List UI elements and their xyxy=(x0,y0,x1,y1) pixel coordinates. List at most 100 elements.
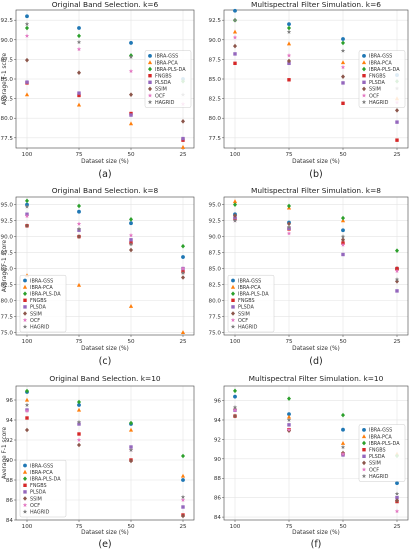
data-point-hagrid xyxy=(76,39,82,45)
data-point-ssim xyxy=(77,70,81,76)
legend-entry: PLSDA xyxy=(238,305,254,311)
legend-entry: SSIM xyxy=(30,496,42,502)
legend-entry: SSIM xyxy=(155,87,167,93)
legend: IBRA-GSSIBRA-PCAIBRA-PLS-DAFNGBSPLSDASSI… xyxy=(227,274,275,333)
data-point-ibra-pca xyxy=(76,282,82,287)
data-point-ibra-gss xyxy=(77,209,81,214)
data-point-ibra-pls-da xyxy=(181,243,185,249)
data-point-plsda xyxy=(395,120,399,124)
plot-frame xyxy=(15,9,195,149)
y-tick-label: 80.0 xyxy=(1,299,14,305)
data-point-ssim xyxy=(129,247,133,253)
data-point-ibra-gss xyxy=(233,8,237,13)
legend-marker xyxy=(22,317,28,322)
legend-marker xyxy=(361,99,367,104)
data-point-plsda xyxy=(181,136,185,141)
data-point-ibra-pls-da xyxy=(341,40,345,46)
legend-marker xyxy=(231,311,235,316)
y-tick-label: 95.0 xyxy=(1,203,14,209)
legend-box xyxy=(358,50,406,108)
legend-entry: FNGBS xyxy=(30,483,47,489)
legend-entry: SSIM xyxy=(238,311,250,317)
legend-marker xyxy=(148,74,152,78)
y-axis-label: Average F-1 score xyxy=(2,239,8,292)
legend-entry: IBRA-GSS xyxy=(369,428,392,434)
chart-panel-c: Original Band Selection. k=8 Average F-1… xyxy=(1,186,195,367)
data-point-ibra-gss xyxy=(341,228,345,233)
data-point-ibra-pca xyxy=(180,144,186,149)
y-tick-label: 88 xyxy=(6,478,14,484)
data-point-ocf xyxy=(128,68,134,74)
y-tick-label: 92 xyxy=(214,437,221,443)
data-point-plsda xyxy=(341,252,345,257)
y-tick-label: 86 xyxy=(6,498,14,504)
data-point-plsda xyxy=(129,445,133,449)
legend-entry: PLSDA xyxy=(155,80,171,86)
legend-marker xyxy=(362,80,366,84)
x-tick-label: 25 xyxy=(179,339,187,345)
data-point-hagrid xyxy=(128,241,134,247)
plot-frame xyxy=(15,196,195,336)
x-tick-label: 100 xyxy=(230,339,241,345)
legend-marker xyxy=(230,284,236,289)
panel-caption: (d) xyxy=(309,356,322,367)
y-tick-label: 90 xyxy=(6,458,14,464)
legend-entry: OCF xyxy=(238,318,248,324)
data-point-fngbs xyxy=(395,138,399,142)
y-tick-label: 77.5 xyxy=(209,314,222,320)
data-point-ibra-pca xyxy=(286,414,292,419)
legend-marker xyxy=(362,86,366,92)
legend-marker xyxy=(361,434,367,439)
legend-marker xyxy=(361,473,367,478)
data-point-ibra-pls-da xyxy=(25,198,29,204)
data-point-ibra-pca xyxy=(232,199,238,204)
data-point-ibra-pls-da xyxy=(395,248,399,253)
data-point-ibra-gss xyxy=(287,22,291,27)
x-tick-label: 25 xyxy=(393,152,401,158)
legend-entry: SSIM xyxy=(30,311,42,317)
legend-entry: SSIM xyxy=(369,87,381,93)
data-point-ssim xyxy=(341,74,345,79)
data-point-plsda xyxy=(77,91,81,95)
y-tick-label: 87.5 xyxy=(209,251,222,257)
legend: IBRA-GSSIBRA-PCAIBRA-PLS-DAFNGBSPLSDASSI… xyxy=(144,50,192,108)
legend-marker xyxy=(23,490,27,494)
legend-marker xyxy=(147,99,153,104)
data-point-ibra-gss xyxy=(25,14,29,19)
data-point-plsda xyxy=(287,423,291,427)
y-axis-label: Average F-1 score xyxy=(2,426,8,479)
data-point-ssim xyxy=(395,498,399,503)
x-axis-label: Dataset size (%) xyxy=(292,530,340,536)
y-axis-label: Average F-1 score xyxy=(2,52,8,105)
data-point-ibra-gss xyxy=(129,221,133,226)
data-point-hagrid xyxy=(128,54,134,59)
x-tick-label: 100 xyxy=(22,152,33,158)
x-tick-label: 50 xyxy=(339,524,347,530)
legend-entry: PLSDA xyxy=(30,305,46,311)
y-tick-label: 96 xyxy=(6,398,14,404)
data-point-ssim xyxy=(25,223,29,229)
x-tick-label: 75 xyxy=(75,339,83,345)
x-axis-label: Dataset size (%) xyxy=(292,159,340,165)
legend-entry: OCF xyxy=(155,93,165,99)
y-tick-label: 90.0 xyxy=(209,235,222,241)
legend-entry: IBRA-GSS xyxy=(155,54,178,60)
data-point-hagrid xyxy=(24,204,30,209)
data-point-plsda xyxy=(129,238,133,242)
data-point-ibra-pls-da xyxy=(341,412,345,418)
legend-marker xyxy=(362,428,366,432)
legend-marker xyxy=(22,284,28,289)
data-point-ssim xyxy=(181,513,185,519)
legend-marker xyxy=(147,93,153,98)
data-point-ocf xyxy=(232,407,238,413)
y-tick-label: 84 xyxy=(6,518,14,524)
y-tick-label: 84 xyxy=(214,515,222,521)
data-point-ibra-pca xyxy=(76,407,82,412)
data-point-ibra-gss xyxy=(77,403,81,407)
legend-entry: IBRA-PLS-DA xyxy=(155,67,186,73)
y-tick-label: 82.5 xyxy=(1,97,14,103)
data-point-hagrid xyxy=(286,224,292,229)
x-axis-label: Dataset size (%) xyxy=(81,159,129,165)
data-point-hagrid xyxy=(76,419,82,424)
